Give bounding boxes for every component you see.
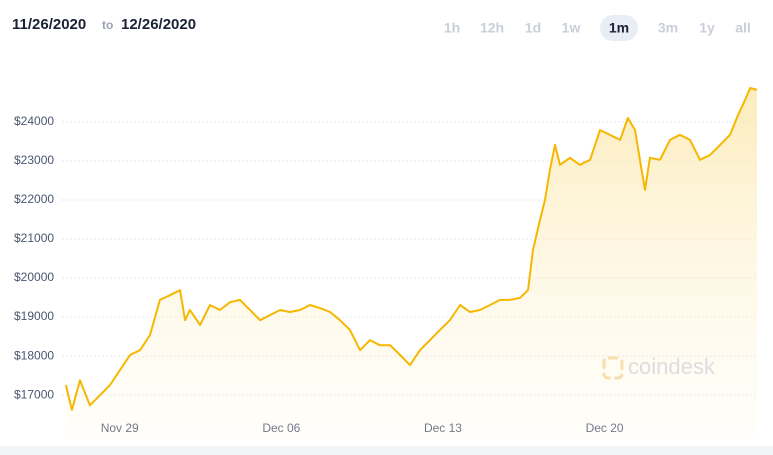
plot [64,87,758,440]
range-button[interactable]: 1d [525,20,541,36]
separator: to [102,18,113,32]
y-tick-label: $18000 [14,348,54,362]
range-selected-bg [600,15,638,41]
range-button[interactable]: 3m [658,20,678,36]
range-buttons: 1h 12h 1d 1w 1m 3m 1y all [444,15,751,41]
range-button[interactable]: 1h [444,20,460,36]
y-tick-label: $23000 [14,153,54,167]
area-fill [65,88,757,440]
y-tick-label: $21000 [14,231,54,245]
y-tick-label: $22000 [14,192,54,206]
range-button[interactable]: 1w [562,20,581,36]
range-button[interactable]: 1m [609,20,629,36]
end-date: 12/26/2020 [121,16,196,33]
range-button[interactable]: 1y [699,20,715,36]
range-button[interactable]: all [735,20,751,36]
y-tick-label: $20000 [14,270,54,284]
y-tick-label: $24000 [14,114,54,128]
y-tick-label: $17000 [14,387,54,401]
range-button[interactable]: 12h [480,20,504,36]
y-tick-label: $19000 [14,309,54,323]
price-line [64,87,758,411]
watermark: coindesk [602,354,716,380]
watermark-text: coindesk [628,354,716,379]
footer-strip [0,446,773,455]
start-date: 11/26/2020 [12,16,86,33]
watermark-icon [602,356,624,380]
